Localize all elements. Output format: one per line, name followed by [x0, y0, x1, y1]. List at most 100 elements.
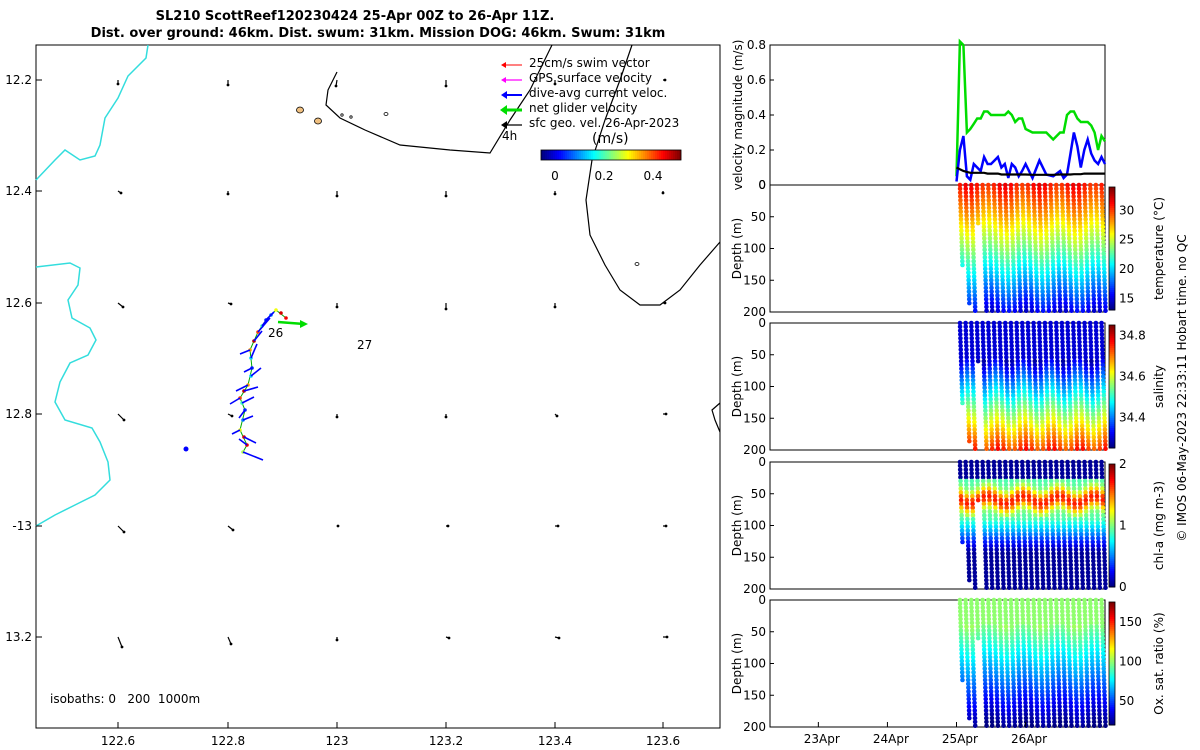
profile-point [965, 535, 971, 541]
profile-point [1009, 628, 1015, 633]
profile-point [1048, 463, 1053, 469]
profile-point [1099, 474, 1105, 480]
profile-point [1044, 389, 1050, 394]
profile-point [1000, 692, 1005, 698]
profile-point [1033, 381, 1038, 387]
profile-point [1043, 478, 1048, 484]
profile-point [1008, 194, 1014, 199]
profile-point [1044, 658, 1050, 664]
velocity-ytick: 0.6 [747, 73, 766, 87]
profile-point [1077, 616, 1082, 622]
profile-point [1006, 570, 1012, 575]
profile-point [1065, 328, 1071, 333]
profile-point [983, 547, 988, 552]
profile-point [1061, 366, 1066, 372]
depth-ylabel: Depth (m) [730, 356, 744, 417]
profile-point [1038, 497, 1043, 503]
profile-point [1044, 670, 1050, 675]
colorbar-cell [1109, 413, 1115, 416]
profile-point [1040, 431, 1046, 436]
profile-point [1084, 393, 1090, 398]
profile-point [998, 209, 1003, 214]
profile-point [958, 635, 964, 641]
velocity-y-axis: 00.20.40.60.8 [747, 38, 774, 192]
profile-point [1034, 558, 1039, 564]
profile-point [975, 339, 980, 345]
profile-point [1033, 662, 1038, 668]
profile-point [1088, 186, 1093, 192]
colorbar-cell [1109, 275, 1115, 278]
profile-point [1055, 497, 1060, 503]
map-cbar-cell [551, 150, 554, 160]
colorbar-cell [1109, 626, 1115, 630]
profile-point [995, 719, 1001, 725]
profile-point [1045, 419, 1051, 425]
profile-point [1032, 513, 1038, 518]
profile-point [970, 493, 975, 499]
profile-point [968, 320, 974, 326]
profile-point [1022, 532, 1027, 537]
profile-point [1045, 704, 1051, 709]
profile-point [963, 328, 969, 333]
profile-point [987, 497, 992, 503]
profile-point [1061, 524, 1067, 530]
profile-point [1054, 609, 1059, 614]
profile-point [1085, 689, 1090, 694]
depth-ylabel: Depth (m) [730, 633, 744, 694]
profile-point [975, 358, 981, 364]
profile-point [1039, 677, 1045, 683]
colorbar-cell [1109, 256, 1115, 260]
profile-point [989, 446, 995, 452]
profile-point [1056, 685, 1062, 690]
map-cbar-cell [591, 150, 594, 160]
profile-point [1040, 708, 1046, 713]
profile-point [1029, 446, 1035, 452]
profile-point [993, 513, 998, 518]
colorbar-cell [1109, 201, 1115, 204]
profile-point [1054, 213, 1060, 218]
profile-point [1026, 624, 1032, 629]
profile-point [1040, 435, 1046, 440]
map-cbar-tick-2: 0.4 [643, 169, 662, 183]
profile-point [1082, 463, 1087, 469]
profile-point [1077, 213, 1083, 218]
profile-point [982, 662, 987, 668]
profile-point [958, 362, 964, 368]
profile-point [964, 220, 970, 226]
profile-point [1021, 358, 1026, 364]
colorbar-tick: 25 [1119, 233, 1134, 247]
profile-point [965, 393, 971, 398]
profile-point [965, 520, 970, 526]
profile-point [1016, 396, 1022, 402]
profile-point [971, 255, 976, 260]
profile-point [998, 366, 1004, 372]
profile-point [1060, 351, 1066, 356]
profile-point [1039, 408, 1045, 413]
profile-point [1005, 685, 1011, 690]
profile-point [964, 513, 970, 518]
profile-point [1005, 389, 1010, 394]
profile-point [994, 404, 999, 410]
profile-point [965, 258, 971, 264]
profile-point [982, 654, 987, 660]
profile-point [1014, 612, 1020, 618]
profile-point [1043, 639, 1049, 645]
profile-point [1080, 297, 1085, 302]
profile-point [1078, 532, 1084, 537]
profile-point [1006, 581, 1012, 587]
profile-point [959, 255, 965, 260]
profile-point [997, 597, 1002, 603]
profile-point [1044, 232, 1049, 237]
profile-point [1085, 577, 1091, 583]
profile-point [991, 459, 997, 465]
profile-point [992, 478, 997, 484]
profile-point [1048, 482, 1054, 488]
profile-point [1042, 463, 1048, 469]
profile-point [1101, 251, 1107, 256]
profile-point [1049, 354, 1054, 360]
profile-point [986, 471, 991, 476]
profile-point [1062, 277, 1068, 283]
profile-point [1031, 182, 1036, 188]
profile-point [1101, 258, 1107, 264]
